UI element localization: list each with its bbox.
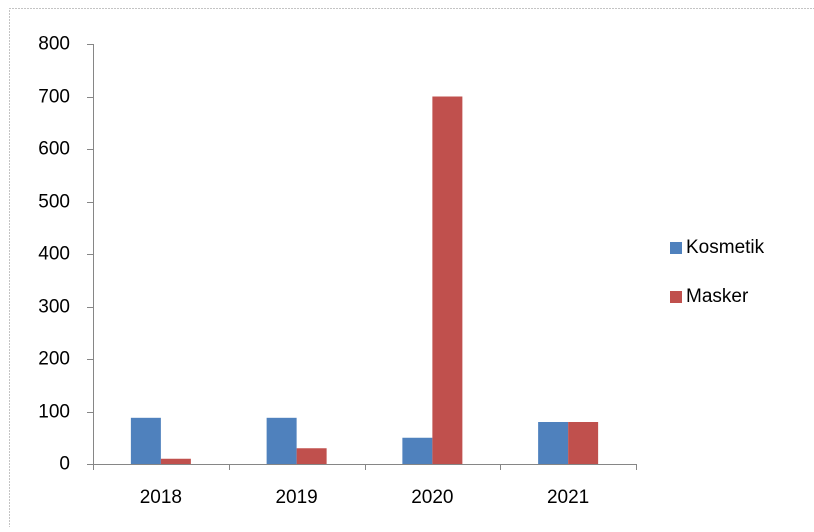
y-tick-label: 500 <box>38 192 70 213</box>
bar <box>402 438 432 464</box>
legend-label: Kosmetik <box>686 237 765 258</box>
y-tick-label: 400 <box>38 244 70 265</box>
bar <box>568 422 598 464</box>
bar <box>131 418 161 464</box>
x-tick-label: 2020 <box>411 487 453 508</box>
bar <box>538 422 568 464</box>
x-tick-label: 2019 <box>275 487 317 508</box>
bar <box>432 97 462 465</box>
y-tick-label: 200 <box>38 349 70 370</box>
y-tick-label: 800 <box>38 34 70 55</box>
legend-swatch <box>670 291 682 303</box>
bar <box>297 448 327 464</box>
y-tick-label: 300 <box>38 297 70 318</box>
y-tick-label: 600 <box>38 139 70 160</box>
y-tick-label: 700 <box>38 87 70 108</box>
x-tick-label: 2018 <box>140 487 182 508</box>
bar <box>161 459 191 464</box>
y-tick-label: 100 <box>38 402 70 423</box>
legend-label: Masker <box>686 286 749 307</box>
y-tick-label: 0 <box>59 454 70 475</box>
x-tick-label: 2021 <box>547 487 589 508</box>
legend-swatch <box>670 242 682 254</box>
bar <box>267 418 297 464</box>
